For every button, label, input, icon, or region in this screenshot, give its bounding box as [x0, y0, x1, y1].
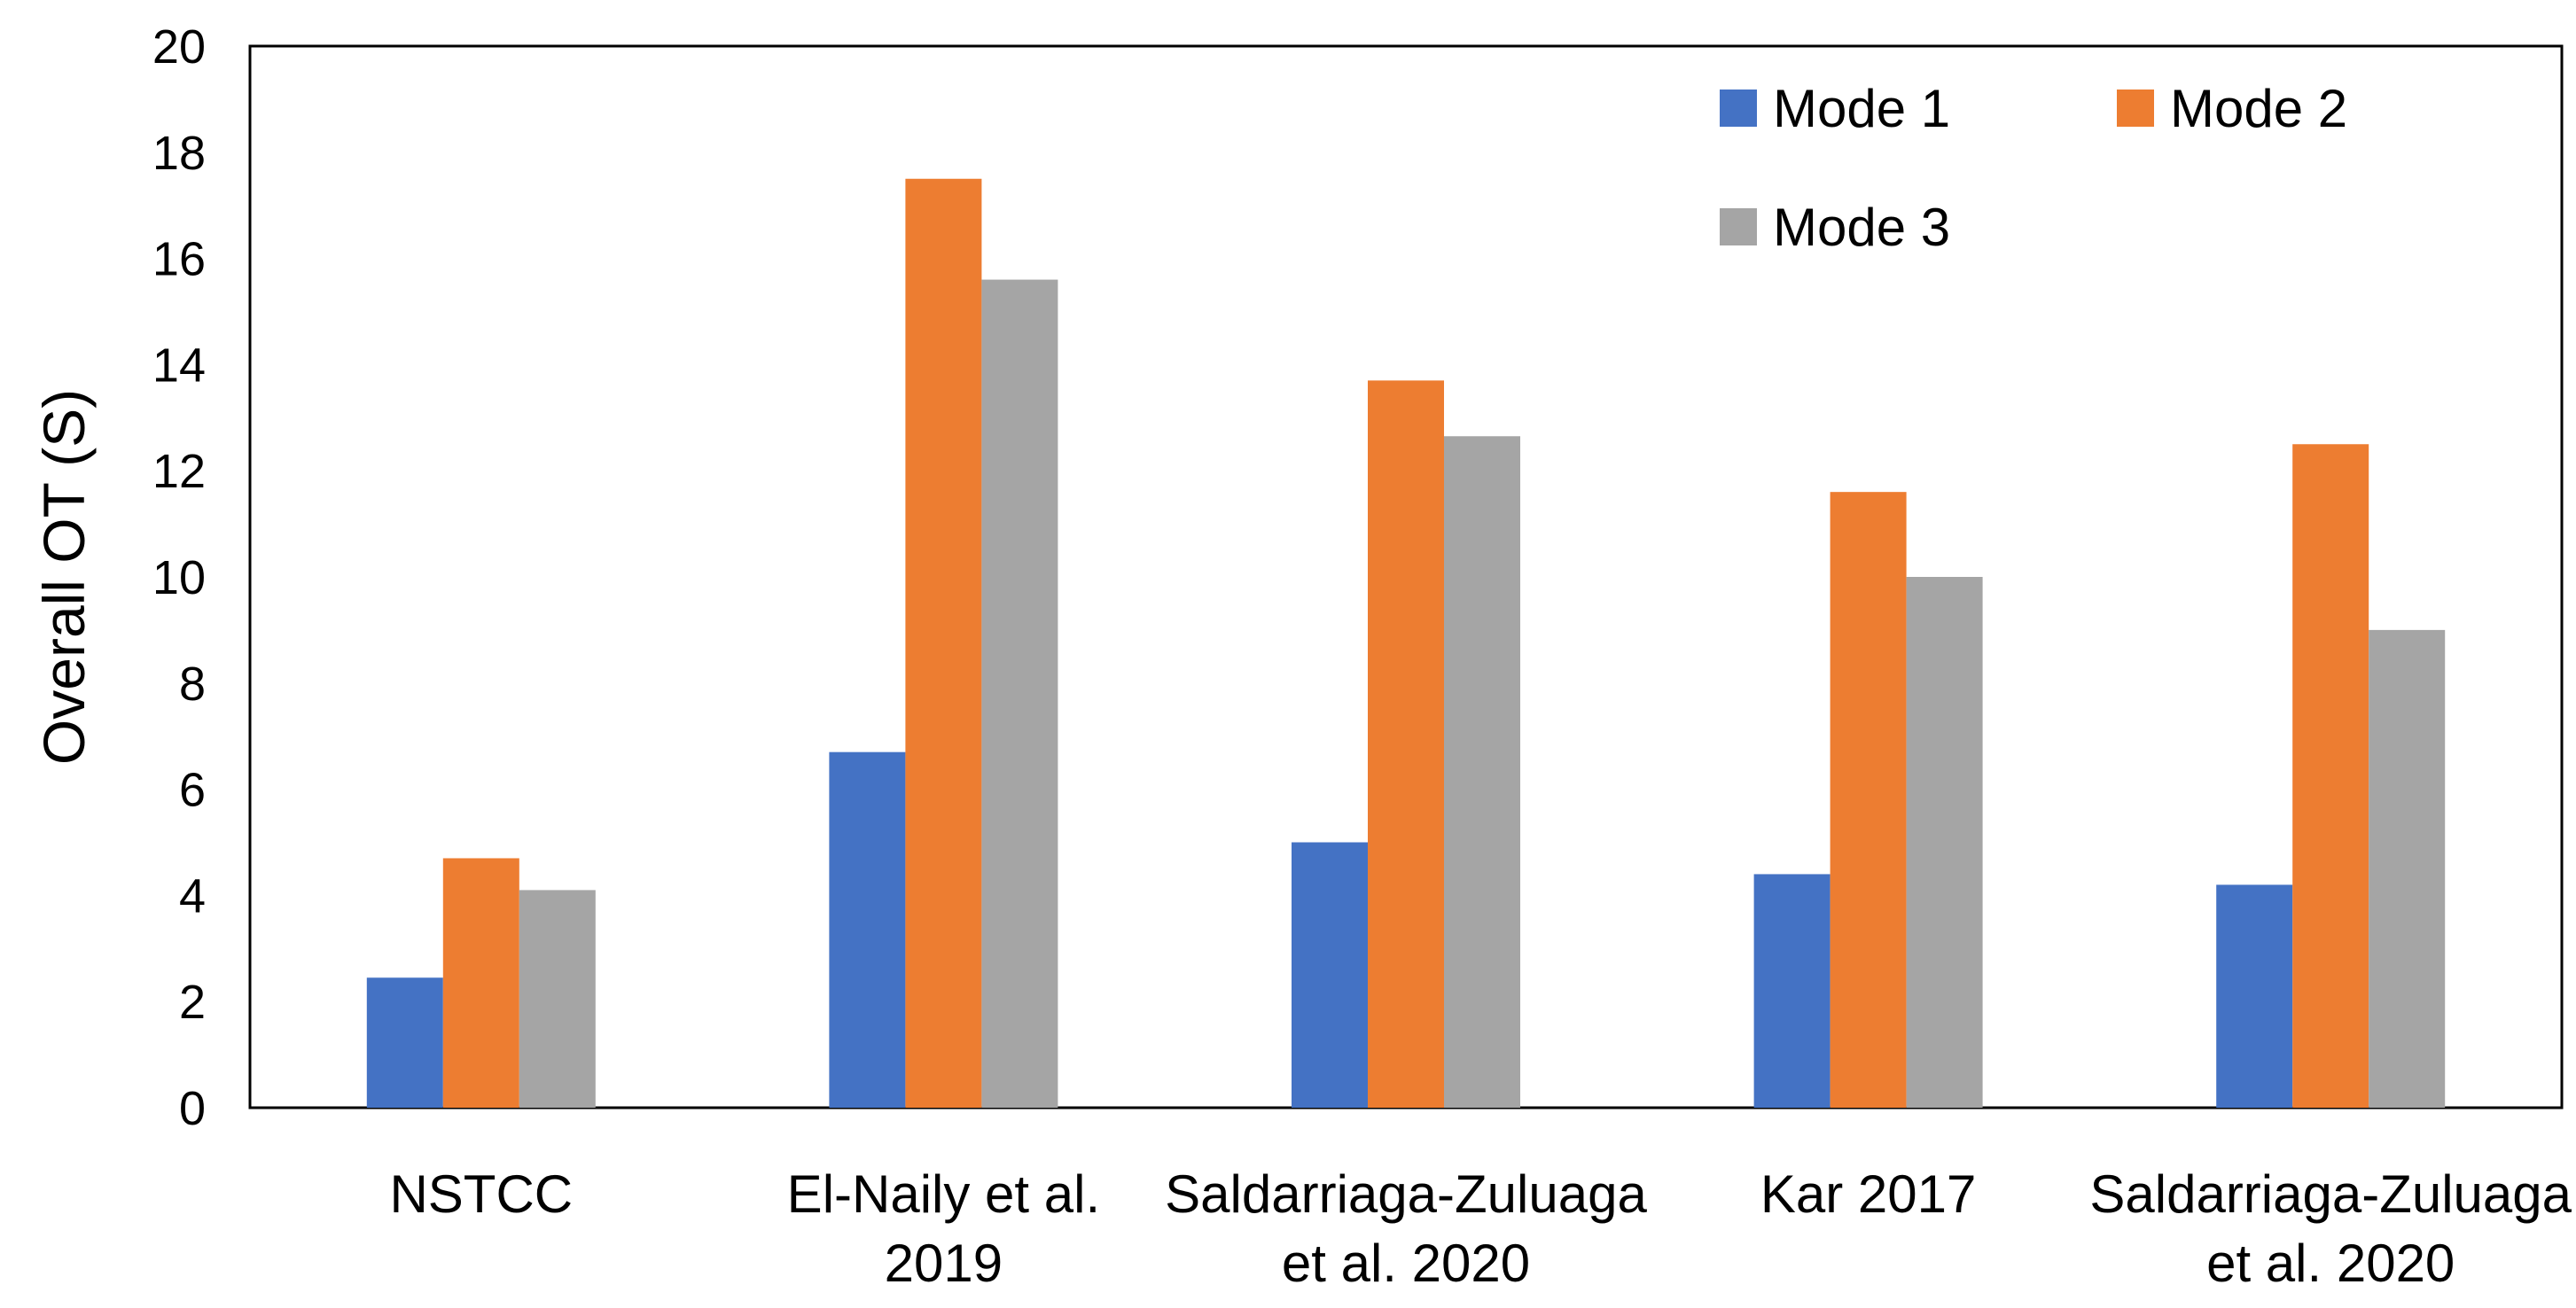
x-category-label: 2019 — [885, 1234, 1003, 1293]
bar-mode-3-cat-5 — [2369, 629, 2446, 1108]
y-tick-label: 8 — [179, 658, 206, 711]
bar-mode-1-cat-3 — [1292, 842, 1368, 1108]
legend-label: Mode 3 — [1773, 198, 1950, 257]
y-tick-label: 20 — [152, 20, 206, 74]
y-tick-label: 10 — [152, 551, 206, 604]
x-axis-categories: NSTCC El-Naily et al. 2019 Saldarriaga-Zulu… — [389, 1164, 2572, 1293]
legend-swatch-mode-1 — [1720, 90, 1757, 127]
bar-mode-2-cat-2 — [905, 178, 982, 1108]
y-tick-label: 4 — [179, 869, 206, 923]
bar-mode-1-cat-4 — [1753, 874, 1831, 1108]
bar-mode-3-cat-1 — [519, 890, 596, 1108]
x-category-label: Saldarriaga-Zuluaga — [1165, 1164, 1647, 1224]
y-axis-title: Overall OT (S) — [31, 389, 97, 765]
x-category-label: Kar 2017 — [1760, 1164, 1977, 1224]
y-tick-label: 6 — [179, 764, 206, 817]
bar-mode-2-cat-4 — [1830, 492, 1907, 1108]
bar-mode-2-cat-1 — [442, 858, 519, 1108]
x-category-label: El-Naily et al. — [787, 1164, 1100, 1224]
bar-mode-1-cat-2 — [829, 751, 906, 1108]
bar-mode-1-cat-5 — [2216, 884, 2293, 1108]
x-category-label: NSTCC — [389, 1164, 573, 1224]
bar-mode-3-cat-3 — [1444, 436, 1520, 1108]
bar-mode-2-cat-5 — [2292, 444, 2369, 1108]
legend-swatch-mode-2 — [2117, 90, 2154, 127]
y-tick-label: 18 — [152, 127, 206, 180]
bar-mode-3-cat-4 — [1906, 577, 1983, 1108]
y-tick-label: 0 — [179, 1082, 206, 1135]
legend: Mode 1 Mode 2 Mode 3 — [1720, 79, 2347, 257]
x-category-label: Saldarriaga-Zuluaga — [2089, 1164, 2572, 1224]
legend-label: Mode 2 — [2170, 79, 2347, 138]
y-tick-label: 16 — [152, 233, 206, 286]
y-tick-label: 2 — [179, 976, 206, 1029]
y-tick-label: 14 — [152, 339, 206, 392]
bar-mode-1-cat-1 — [366, 977, 443, 1108]
x-category-label: et al. 2020 — [2206, 1234, 2455, 1293]
bars-layer — [366, 178, 2446, 1108]
x-category-label: et al. 2020 — [1282, 1234, 1530, 1293]
y-axis-ticks: 0 2 4 6 8 10 12 14 16 18 20 — [152, 20, 206, 1135]
bar-mode-3-cat-2 — [981, 279, 1058, 1108]
legend-label: Mode 1 — [1773, 79, 1950, 138]
bar-mode-2-cat-3 — [1368, 380, 1444, 1108]
legend-swatch-mode-3 — [1720, 208, 1757, 245]
y-tick-label: 12 — [152, 445, 206, 498]
